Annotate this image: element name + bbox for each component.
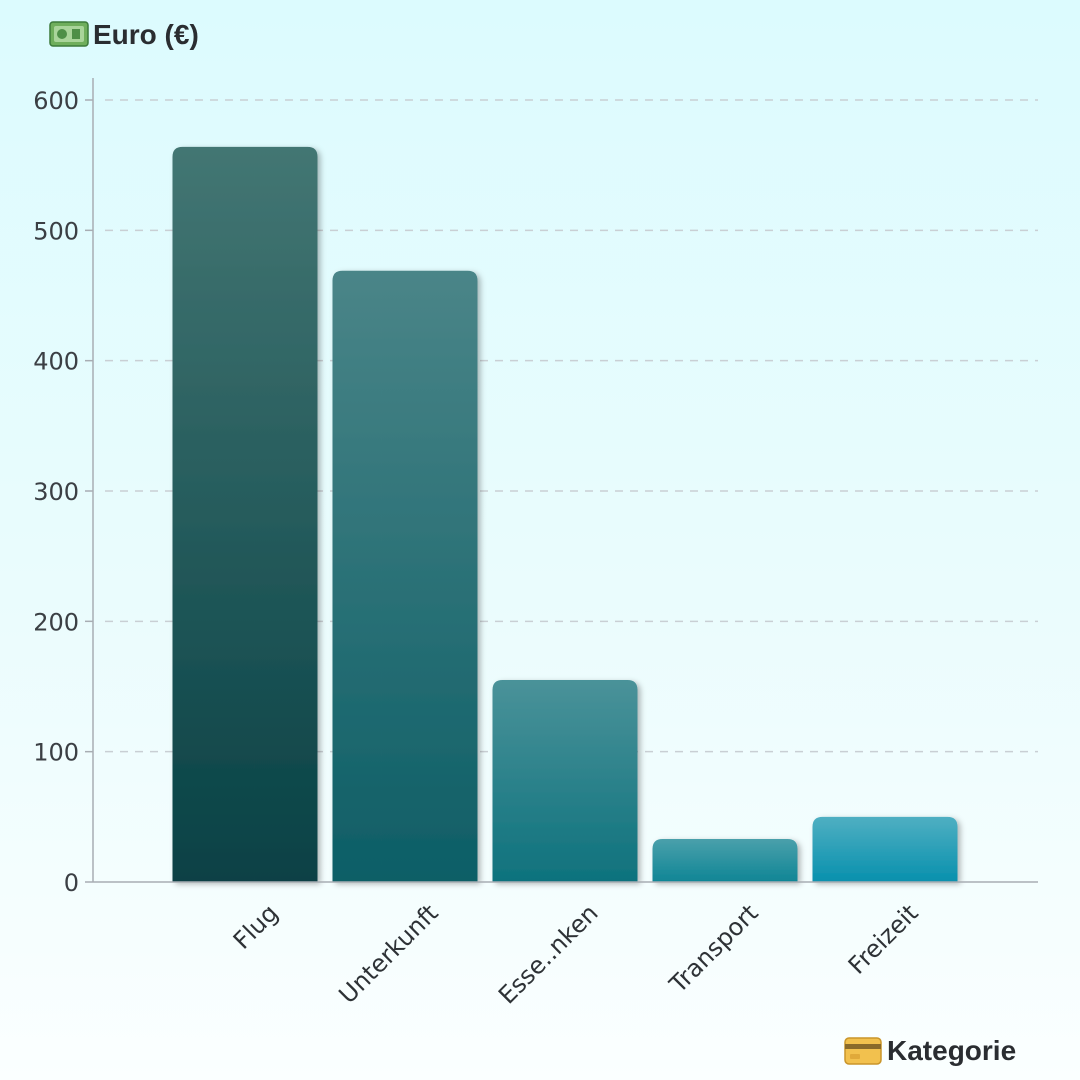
y-axis-title-group: Euro (€) xyxy=(49,19,199,50)
y-tick-label: 400 xyxy=(33,348,79,376)
x-axis-title: Kategorie xyxy=(887,1035,1016,1066)
x-tick-label: Flug xyxy=(228,899,284,955)
x-tick-labels: Flug Unterkunft Esse..nken Transport Freizei… xyxy=(228,899,924,1010)
y-tick-label: 100 xyxy=(33,739,79,767)
bar-unterkunft xyxy=(332,270,478,882)
y-tick-labels: 0 100 200 300 400 500 600 xyxy=(33,87,93,897)
y-tick-label: 300 xyxy=(33,478,79,506)
x-tick-label: Unterkunft xyxy=(333,899,443,1009)
bar-freizeit xyxy=(812,816,958,882)
x-axis-title-group: Kategorie xyxy=(844,1035,1016,1066)
credit-card-icon xyxy=(844,1037,882,1065)
y-tick-label: 200 xyxy=(33,608,79,636)
y-tick-label: 500 xyxy=(33,217,79,245)
x-tick-label: Transport xyxy=(664,899,764,999)
axes xyxy=(92,78,1038,883)
y-tick-label: 0 xyxy=(64,869,79,897)
bar-series xyxy=(172,146,958,883)
y-axis-title: Euro (€) xyxy=(93,19,199,50)
bar-transport xyxy=(652,838,798,882)
x-tick-label: Freizeit xyxy=(843,899,924,980)
y-tick-label: 600 xyxy=(33,87,79,115)
banknote-icon xyxy=(49,21,89,47)
bar-esse-nken xyxy=(492,679,638,882)
bar-flug xyxy=(172,146,318,883)
x-tick-label: Esse..nken xyxy=(493,899,604,1010)
